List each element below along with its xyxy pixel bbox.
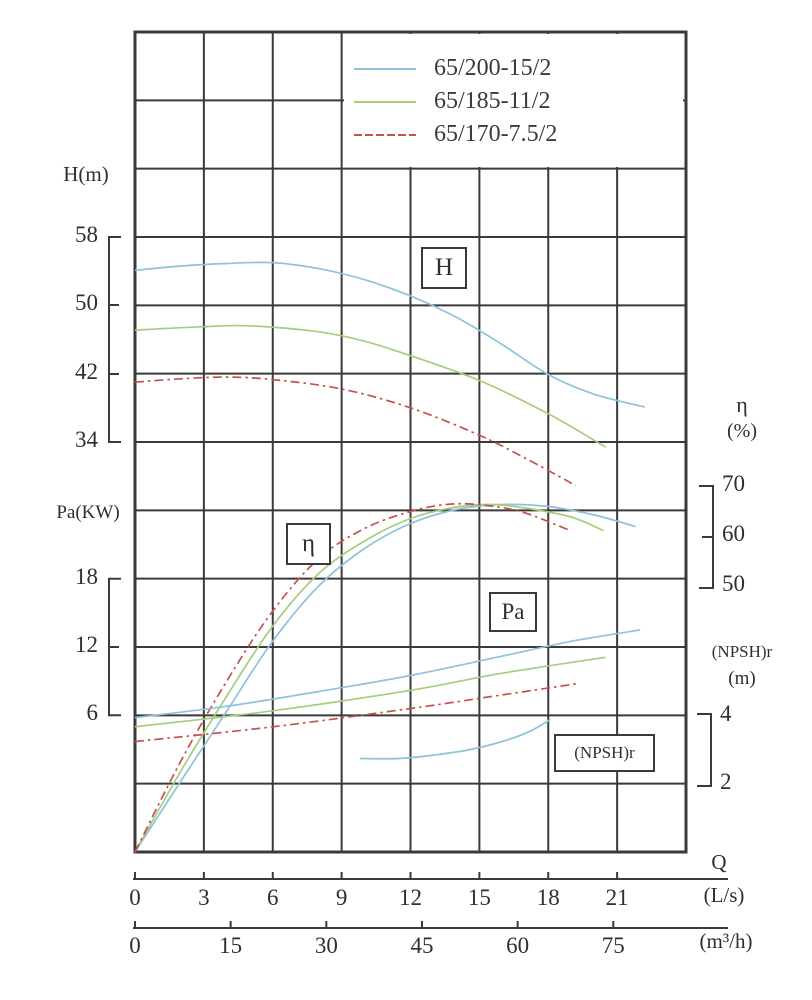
h-axis-tick-58: 58	[75, 222, 98, 247]
h-curve-label-box: H	[421, 247, 467, 289]
pa-axis-title: Pa(KW)	[56, 502, 120, 523]
npsh-curve-label: (NPSH)r	[574, 743, 635, 762]
curve-Pa-65/170-7.5/2	[134, 682, 579, 743]
legend-swatch-blue	[354, 67, 416, 70]
q-ls-tick-9: 9	[335, 885, 348, 910]
npsh-axis-unit: (m)	[728, 668, 756, 689]
curve-eta-65/185-11/2	[134, 503, 604, 853]
legend-swatch-green	[354, 100, 416, 103]
h-axis-tick-34: 34	[75, 427, 98, 452]
q-m3h-tick-30: 30	[314, 933, 338, 958]
eta-curve-label: η	[301, 530, 316, 557]
q-ls-tick-6: 6	[267, 885, 279, 910]
npsh-axis-tick-2: 2	[720, 769, 732, 794]
eta-axis-tick-70: 70	[722, 471, 745, 496]
curve-H-65/185-11/2	[134, 324, 607, 448]
curve-NPSH-npsh	[359, 718, 551, 760]
legend-label: 65/200-15/2	[434, 55, 552, 81]
legend-swatch-red	[354, 133, 416, 136]
q-ls-tick-15: 15	[467, 885, 491, 910]
pa-axis-tick-6: 6	[86, 700, 99, 726]
pa-curve-label: Pa	[501, 599, 525, 624]
q-m3h-tick-60: 60	[506, 933, 530, 958]
npsh-axis-title: (NPSH)r	[711, 642, 773, 661]
q-m3h-tick-45: 45	[410, 933, 434, 958]
legend-label: 65/185-11/2	[434, 88, 551, 114]
eta-curve-label-box: η	[286, 523, 331, 565]
npsh-axis-tick-4: 4	[720, 701, 732, 726]
eta-axis-tick-50: 50	[722, 571, 745, 596]
eta-axis-title: η	[736, 392, 748, 417]
q-m3h-tick-15: 15	[219, 933, 243, 958]
legend: 65/200-15/2 65/185-11/2 65/170-7.5/2	[344, 34, 683, 167]
curve-Pa-65/200-15/2	[134, 629, 641, 719]
eta-axis-unit: (%)	[727, 420, 757, 442]
q-m3h-tick-0: 0	[129, 933, 141, 958]
eta-axis-tick-60: 60	[722, 521, 745, 546]
q-ls-tick-12: 12	[399, 885, 422, 910]
curve-eta-65/200-15/2	[134, 503, 636, 853]
h-curve-label: H	[434, 254, 454, 281]
curve-eta-65/170-7.5/2	[134, 502, 570, 853]
plot-border	[133, 30, 688, 854]
h-axis-tick-50: 50	[75, 290, 98, 316]
npsh-axis-bracket	[697, 713, 712, 787]
q-axis-unit-ls: (L/s)	[703, 883, 745, 907]
curve-Pa-65/185-11/2	[134, 656, 606, 728]
pa-curve-label-box: Pa	[489, 592, 537, 632]
q-ls-tick-0: 0	[129, 885, 141, 910]
q-ls-tick-21: 21	[605, 885, 629, 910]
pa-axis-tick-18: 18	[75, 563, 98, 589]
legend-item: 65/200-15/2	[344, 52, 683, 85]
h-axis-title: H(m)	[63, 162, 109, 186]
pa-axis-bracket	[108, 577, 121, 717]
legend-item: 65/185-11/2	[344, 85, 683, 118]
q-axis-unit-m3h: (m³/h)	[699, 929, 753, 953]
curve-H-65/170-7.5/2	[134, 376, 577, 487]
legend-item: 65/170-7.5/2	[344, 118, 683, 151]
legend-label: 65/170-7.5/2	[434, 121, 558, 147]
npsh-curve-label-box: (NPSH)r	[554, 734, 655, 772]
q-m3h-tick-75: 75	[601, 933, 625, 958]
h-axis-bracket	[108, 236, 121, 443]
q-ls-tick-3: 3	[198, 885, 210, 910]
h-axis-tick-42: 42	[75, 358, 98, 384]
curve-H-65/200-15/2	[134, 261, 645, 408]
pa-axis-tick-12: 12	[75, 632, 98, 658]
q-ls-tick-18: 18	[536, 885, 560, 910]
eta-axis-bracket	[699, 485, 714, 589]
q-axis-title: Q	[711, 850, 727, 874]
